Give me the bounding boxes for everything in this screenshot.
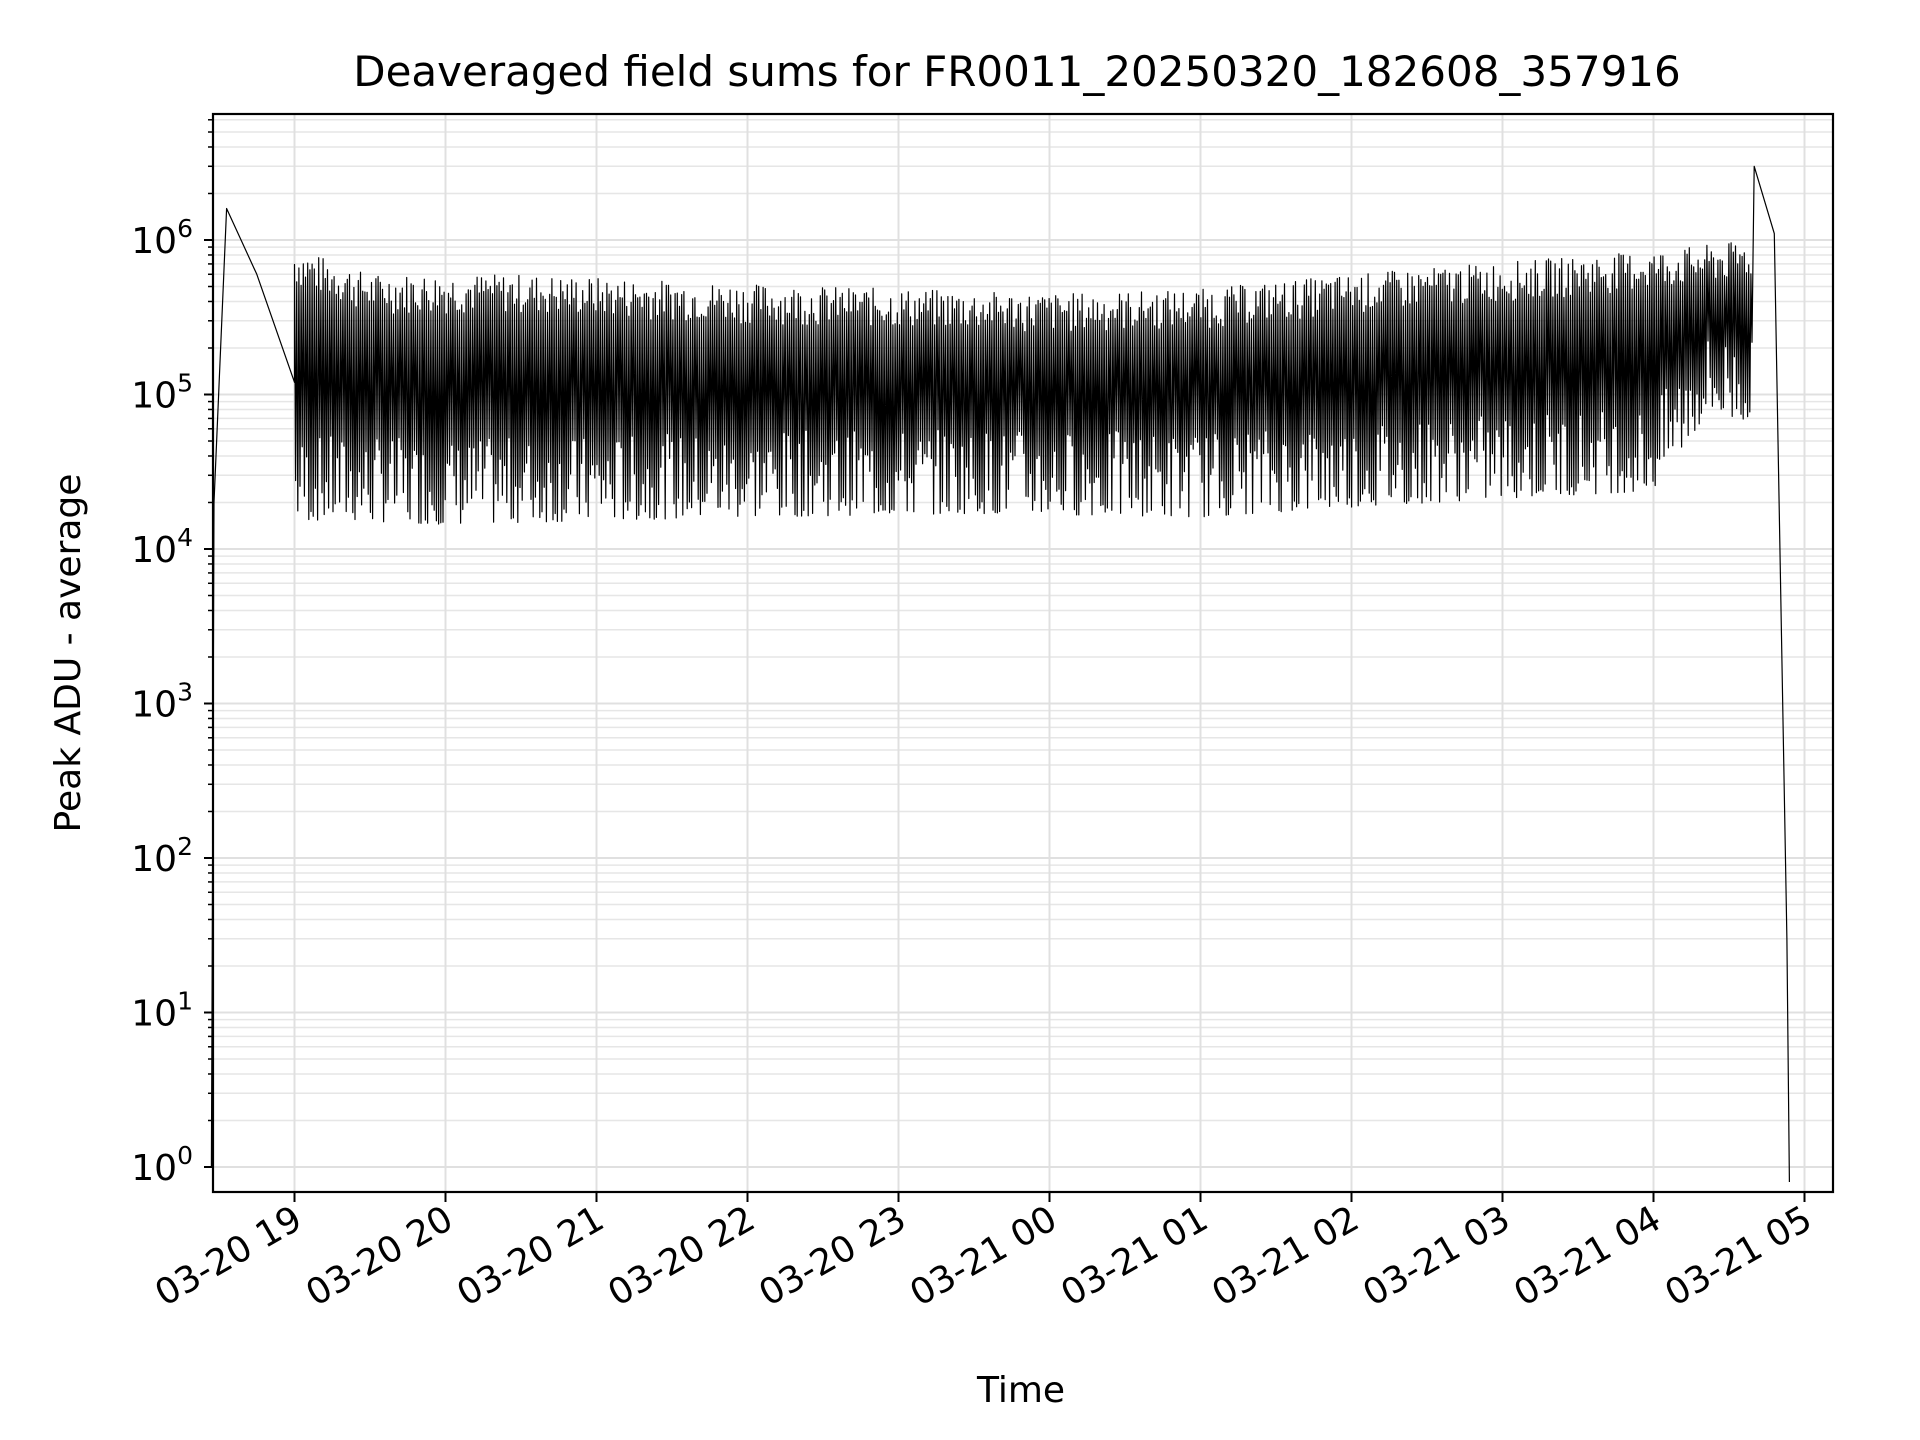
y-axis-label: Peak ADU - average: [48, 474, 89, 833]
y-tick-label: 105: [131, 369, 193, 417]
y-tick-label: 102: [131, 832, 193, 880]
y-tick-label: 106: [131, 214, 193, 262]
series-layer: [210, 165, 1790, 1183]
y-tick-label: 101: [131, 987, 193, 1035]
y-tick-label: 100: [131, 1141, 193, 1189]
grid: [213, 114, 1833, 1192]
series-line: [210, 165, 1790, 1183]
plot-frame: [211, 112, 1835, 1194]
chart-title: Deaveraged field sums for FR0011_2025032…: [353, 47, 1681, 96]
y-tick-label: 103: [131, 678, 193, 726]
x-axis-label: Time: [976, 1370, 1065, 1411]
y-tick-label: 104: [131, 523, 193, 571]
